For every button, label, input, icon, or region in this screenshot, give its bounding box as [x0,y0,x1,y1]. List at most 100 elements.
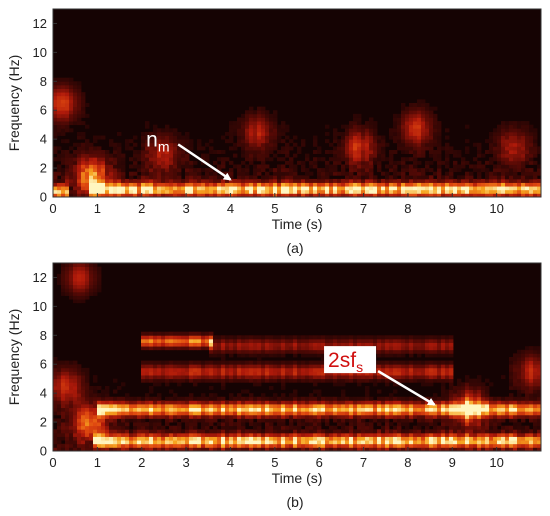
heatmap-cell [497,178,502,183]
heatmap-cell [265,150,270,155]
heatmap-cell [453,414,458,419]
heatmap-cell [337,150,342,155]
heatmap-cell [177,153,182,158]
heatmap-cell [209,335,214,340]
heatmap-cell [405,432,410,437]
heatmap-cell [241,186,246,191]
heatmap-cell [305,360,310,365]
heatmap-cell [189,422,194,427]
heatmap-cell [301,378,306,383]
heatmap-cell [457,425,462,430]
heatmap-cell [225,375,230,380]
heatmap-cell [457,447,462,452]
heatmap-cell [445,360,450,365]
heatmap-cell [189,440,194,445]
heatmap-cell [353,175,358,180]
y-tick-label: 10 [33,45,47,60]
heatmap-cell [225,349,230,354]
heatmap-cell [429,106,434,111]
heatmap-cell [101,157,106,162]
heatmap-cell [457,168,462,173]
heatmap-cell [513,146,518,151]
heatmap-cell [85,288,90,293]
heatmap-cell [253,139,258,144]
heatmap-cell [185,335,190,340]
heatmap-cell [389,168,394,173]
heatmap-cell [325,150,330,155]
heatmap-cell [389,175,394,180]
heatmap-cell [261,414,266,419]
heatmap-cell [361,440,366,445]
heatmap-cell [393,371,398,376]
heatmap-cell [345,139,350,144]
heatmap-cell [293,396,298,401]
heatmap-cell [289,375,294,380]
heatmap-cell [493,171,498,176]
heatmap-cell [165,131,170,136]
heatmap-cell [241,121,246,126]
heatmap-cell [197,338,202,343]
heatmap-cell [257,106,262,111]
heatmap-cell [313,400,318,405]
heatmap-cell [245,139,250,144]
heatmap-cell [405,342,410,347]
heatmap-cell [289,396,294,401]
heatmap-cell [101,160,106,165]
heatmap-cell [237,338,242,343]
heatmap-cell [317,422,322,427]
heatmap-cell [53,124,58,129]
heatmap-cell [365,425,370,430]
heatmap-cell [405,182,410,187]
heatmap-cell [293,164,298,169]
heatmap-cell [497,411,502,416]
heatmap-cell [529,171,534,176]
heatmap-cell [57,77,62,82]
heatmap-cell [489,171,494,176]
heatmap-cell [393,164,398,169]
heatmap-cell [133,157,138,162]
heatmap-cell [345,432,350,437]
heatmap-cell [225,346,230,351]
heatmap-cell [305,349,310,354]
heatmap-cell [381,189,386,194]
heatmap-cell [313,150,318,155]
heatmap-cell [353,407,358,412]
heatmap-cell [369,443,374,448]
heatmap-cell [137,411,142,416]
heatmap-cell [453,178,458,183]
heatmap-cell [537,150,542,155]
heatmap-cell [529,150,534,155]
heatmap-cell [77,92,82,97]
heatmap-cell [53,157,58,162]
heatmap-cell [141,367,146,372]
heatmap-cell [245,335,250,340]
heatmap-cell [417,338,422,343]
heatmap-cell [477,160,482,165]
heatmap-cell [165,429,170,434]
heatmap-cell [493,182,498,187]
heatmap-cell [465,400,470,405]
heatmap-cell [65,378,70,383]
heatmap-cell [369,378,374,383]
heatmap-cell [449,168,454,173]
heatmap-cell [425,436,430,441]
heatmap-cell [157,400,162,405]
heatmap-cell [325,418,330,423]
heatmap-cell [441,367,446,372]
heatmap-cell [437,418,442,423]
heatmap-cell [285,193,290,198]
heatmap-cell [421,349,426,354]
x-tick-label: 3 [182,201,189,216]
heatmap-cell [297,346,302,351]
heatmap-cell [225,407,230,412]
heatmap-cell [153,443,158,448]
heatmap-cell [241,422,246,427]
heatmap-cell [281,186,286,191]
heatmap-cell [513,124,518,129]
heatmap-cell [153,404,158,409]
heatmap-cell [441,335,446,340]
heatmap-cell [109,160,114,165]
heatmap-cell [313,436,318,441]
heatmap-cell [445,432,450,437]
heatmap-cell [69,393,74,398]
